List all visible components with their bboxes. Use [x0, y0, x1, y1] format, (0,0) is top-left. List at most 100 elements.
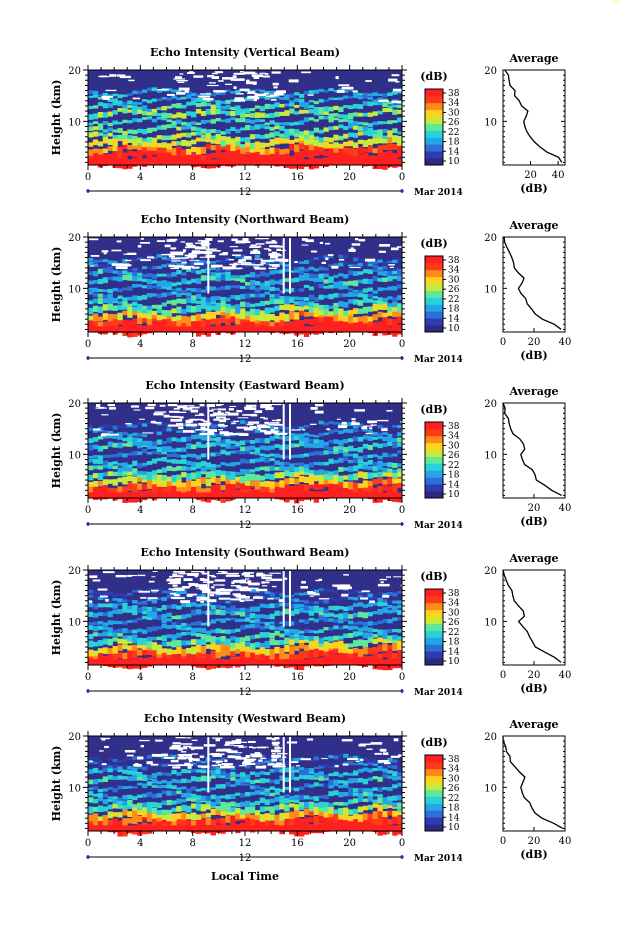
x-tick-label: 0	[85, 339, 91, 350]
profile-y-tick-label: 20	[484, 399, 497, 410]
x-tick-label: 20	[343, 838, 356, 849]
profile-y-tick-label: 20	[484, 566, 497, 577]
colorbar-tick-label: 10	[448, 823, 460, 833]
panel-title: Echo Intensity (Westward Beam)	[144, 712, 346, 725]
colorbar-tick-label: 26	[448, 784, 460, 794]
y-tick-label: 20	[68, 566, 81, 577]
colorbar-tick-label: 38	[448, 422, 460, 432]
y-tick-label: 20	[68, 732, 81, 743]
profile-y-tick-label: 20	[484, 732, 497, 743]
colorbar-tick-label: 10	[448, 657, 460, 667]
x-tick-label: 4	[137, 339, 143, 350]
missing-data	[93, 404, 410, 460]
colorbar-segment	[425, 89, 443, 97]
profile-y-tick-label: 20	[484, 66, 497, 77]
x-tick-label: 8	[189, 172, 195, 183]
panel-4: Echo Intensity (Southward Beam) Height (k…	[50, 546, 571, 698]
x-tick-label: 8	[189, 505, 195, 516]
colorbar-segment	[425, 109, 443, 118]
x-tick-label: 16	[291, 339, 304, 350]
colorbar-segment	[425, 151, 443, 159]
corner-mark	[612, 0, 621, 3]
y-tick-label: 10	[68, 117, 81, 128]
colorbar-segment	[425, 102, 443, 111]
colorbar-segment	[425, 644, 443, 652]
profile-x-tick-label: 0	[500, 670, 506, 681]
heatmap-field	[88, 87, 403, 170]
colorbar-segment	[425, 304, 443, 312]
colorbar-tick-label: 14	[448, 813, 460, 823]
missing-data	[88, 571, 413, 627]
average-profile: Average 10 20 0 20 40 (dB)	[484, 219, 571, 362]
colorbar-segment	[425, 824, 443, 832]
profile-x-tick-label: 20	[528, 836, 541, 847]
colorbar-frame	[424, 754, 444, 832]
colorbar-unit: (dB)	[420, 403, 447, 416]
profile-x-tick-label: 40	[559, 836, 572, 847]
colorbar-segment	[425, 269, 443, 278]
profile-frame	[502, 236, 566, 333]
x-tick-label: 4	[137, 505, 143, 516]
colorbar-segment	[425, 283, 443, 291]
colorbar-tick-label: 38	[448, 256, 460, 266]
profile-y-tick-label: 10	[484, 284, 497, 295]
colorbar-segment	[425, 803, 443, 811]
colorbar-segment	[425, 428, 443, 437]
panel-1: Echo Intensity (Vertical Beam) Height (km…	[50, 46, 566, 198]
x-tick-label: 0	[399, 838, 405, 849]
profile-title: Average	[508, 718, 558, 731]
profile-x-tick-label: 0	[500, 836, 506, 847]
date-bar-mid-label: 12	[239, 354, 252, 365]
x-axis-ticks	[87, 65, 403, 170]
missing-data	[89, 737, 408, 793]
average-profile: Average 10 20 20 40 (dB)	[484, 385, 571, 528]
colorbar-tick-label: 22	[448, 794, 459, 804]
x-tick-label: 4	[137, 172, 143, 183]
colorbar-tick-label: 34	[448, 432, 460, 442]
profile-x-tick-label: 0	[500, 337, 506, 348]
profile-title: Average	[508, 552, 558, 565]
profile-x-tick-label: 20	[528, 503, 541, 514]
profile-x-tick-label: 20	[528, 670, 541, 681]
profile-y-tick-label: 10	[484, 783, 497, 794]
profile-x-tick-label: 20	[528, 337, 541, 348]
colorbar-segment	[425, 463, 443, 471]
profile-line	[502, 735, 564, 829]
profile-frame	[502, 69, 566, 166]
colorbar-unit: (dB)	[420, 70, 447, 83]
colorbar-segment	[425, 491, 443, 499]
colorbar-tick-label: 14	[448, 647, 460, 657]
profile-frame	[502, 402, 566, 499]
colorbar-tick-label: 30	[448, 608, 460, 618]
colorbar-tick-label: 30	[448, 275, 460, 285]
profile-line	[502, 569, 562, 663]
x-tick-label: 4	[137, 672, 143, 683]
profile-x-tick-label: 40	[559, 337, 572, 348]
colorbar-tick-label: 34	[448, 765, 460, 775]
colorbar-unit: (dB)	[420, 736, 447, 749]
heatmap-field	[88, 753, 403, 837]
colorbar-segment	[425, 325, 443, 333]
x-tick-label: 4	[137, 838, 143, 849]
average-profile: Average 10 20 20 40 (dB)	[484, 52, 566, 195]
heatmap-field	[88, 420, 403, 504]
colorbar-segment	[425, 484, 443, 492]
missing-data	[89, 238, 405, 294]
y-tick-label: 20	[68, 66, 81, 77]
colorbar-segment	[425, 810, 443, 818]
colorbar-unit: (dB)	[420, 237, 447, 250]
x-tick-label: 20	[343, 505, 356, 516]
colorbar-tick-label: 34	[448, 599, 460, 609]
x-tick-label: 0	[85, 172, 91, 183]
panel-2: Echo Intensity (Northward Beam) Height (k…	[50, 213, 571, 365]
y-axis-label: Height (km)	[50, 80, 63, 156]
x-axis-ticks	[87, 398, 403, 503]
surface-echo-layer	[88, 326, 402, 332]
colorbar-segment	[425, 435, 443, 444]
colorbar-segment	[425, 755, 443, 763]
colorbar-segment	[425, 123, 443, 131]
date-bar: 12 Mar 2014	[86, 853, 463, 864]
x-tick-label: 16	[291, 838, 304, 849]
